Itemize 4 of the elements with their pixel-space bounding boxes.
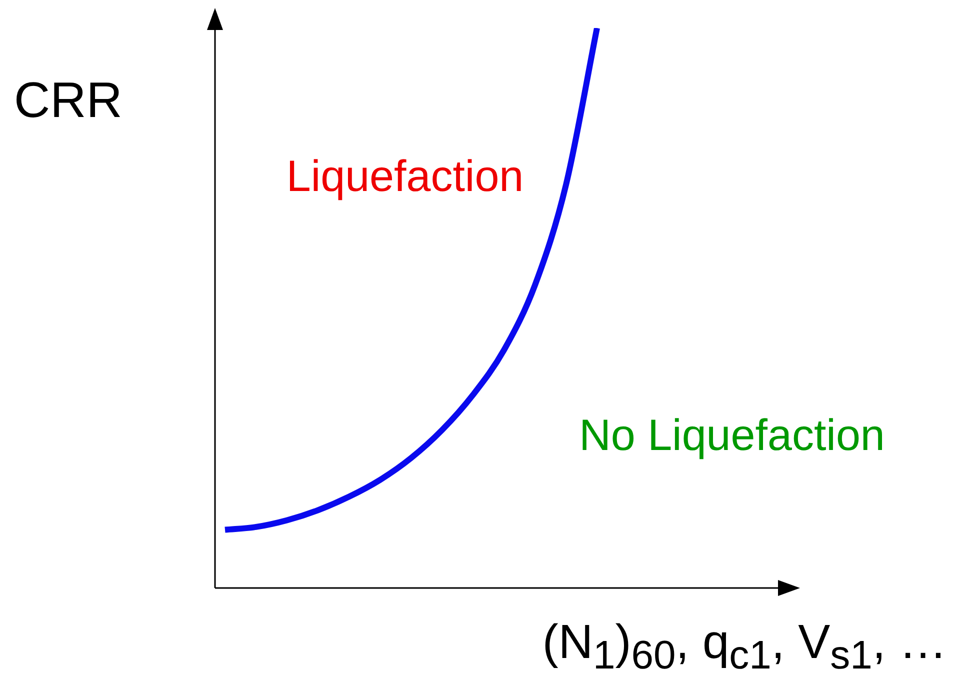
y-axis-title: CRR [14, 72, 122, 128]
annotation: Liquefaction [286, 152, 524, 202]
text: (N$_{1}$)$_{60}$, q$_{c1}$, V$_{s1}$, … [542, 616, 947, 678]
annotation: No Liquefaction [579, 411, 885, 461]
